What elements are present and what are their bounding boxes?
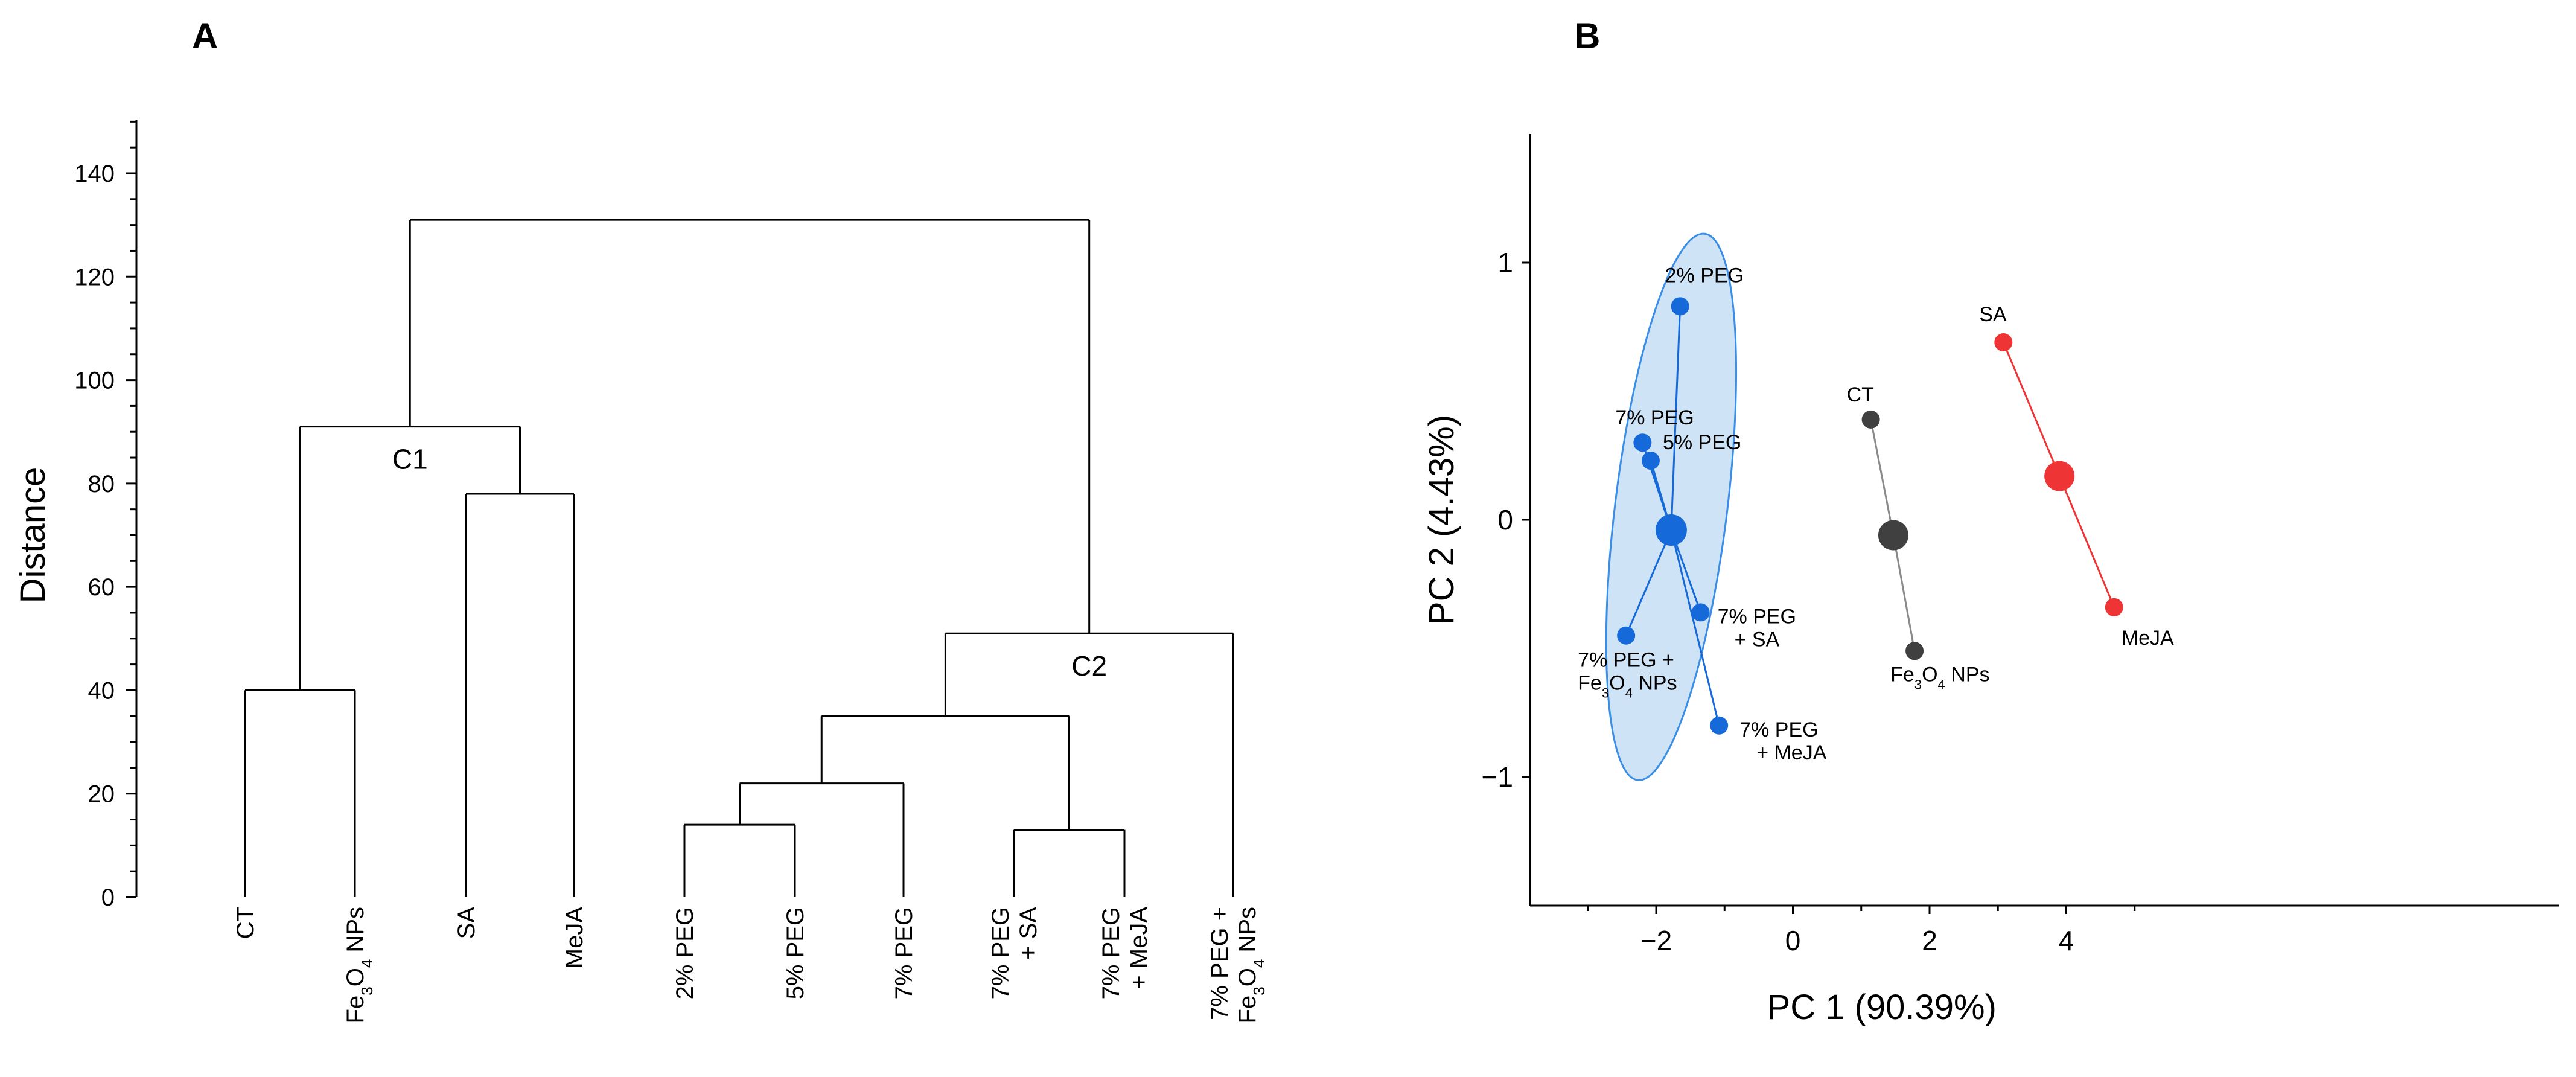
leaf-label: Fe3O4 NPs bbox=[342, 907, 376, 1023]
leaf-label: SA bbox=[453, 907, 480, 939]
point-label: CT bbox=[1847, 383, 1874, 406]
data-point bbox=[1641, 452, 1660, 470]
data-point bbox=[1671, 297, 1689, 316]
y-tick-label: 40 bbox=[88, 677, 115, 704]
y-axis-title: PC 2 (4.43%) bbox=[1422, 415, 1461, 625]
dendrogram-panel: 0 20 40 60 80 100 120 140 Distance C1 C2 CT Fe3O4 NP… bbox=[13, 120, 1268, 1023]
data-point bbox=[1861, 410, 1880, 429]
cluster-label: C1 bbox=[392, 444, 428, 475]
point-label: Fe3O4 NPs bbox=[1890, 663, 1989, 692]
leaf-label: CT bbox=[232, 907, 259, 939]
data-point bbox=[1905, 642, 1924, 660]
data-point bbox=[2105, 598, 2123, 616]
group-centroid bbox=[2044, 461, 2075, 491]
cluster-label: C2 bbox=[1071, 650, 1107, 682]
leaf-label: Fe3O4 NPs bbox=[1234, 907, 1268, 1023]
data-point bbox=[1617, 626, 1636, 645]
panel-a-letter: A bbox=[192, 16, 218, 56]
group-centroid bbox=[1655, 514, 1687, 546]
pca-panel: −2 0 2 4 −1 0 1 PC 1 (90.39%) PC 2 (4.43%) 2% PEG… bbox=[1422, 134, 2559, 1027]
data-point bbox=[1994, 333, 2013, 352]
y-tick-label: 140 bbox=[74, 161, 115, 187]
point-label: 2% PEG bbox=[1665, 264, 1744, 287]
y-axis-title: Distance bbox=[13, 467, 53, 604]
data-point bbox=[1633, 433, 1652, 452]
x-tick-label: 2 bbox=[1922, 925, 1937, 956]
x-tick-label: 0 bbox=[1785, 925, 1801, 956]
point-label: 7% PEG + Fe3O4 NPs bbox=[1578, 649, 1677, 701]
y-tick-label: 80 bbox=[88, 471, 115, 497]
leaf-label: MeJA bbox=[561, 907, 588, 969]
data-point bbox=[1691, 603, 1710, 622]
spider-line bbox=[1892, 535, 1916, 651]
panel-b-letter: B bbox=[1574, 16, 1600, 56]
spider-line bbox=[1870, 419, 1895, 535]
point-label: 5% PEG bbox=[1663, 431, 1741, 454]
x-tick-label: 4 bbox=[2059, 925, 2074, 956]
leaf-label: 7% PEG bbox=[891, 907, 917, 999]
spider-line bbox=[1670, 529, 1720, 726]
leaf-label: 7% PEG bbox=[1098, 907, 1124, 999]
x-tick-label: −2 bbox=[1640, 925, 1672, 956]
group-centroid bbox=[1878, 520, 1908, 551]
leaf-label: + MeJA bbox=[1126, 907, 1152, 989]
spider-line bbox=[1670, 306, 1682, 531]
y-tick-label: 20 bbox=[88, 781, 115, 808]
leaf-label: + SA bbox=[1015, 907, 1042, 960]
y-tick-label: 100 bbox=[74, 368, 115, 394]
point-label: SA bbox=[1979, 303, 2007, 326]
leaf-label: 7% PEG bbox=[987, 907, 1014, 999]
x-axis-title: PC 1 (90.39%) bbox=[1767, 988, 1997, 1027]
spider-line bbox=[2058, 476, 2115, 608]
point-label: 7% PEG + SA bbox=[1718, 605, 1796, 651]
point-label: MeJA bbox=[2122, 627, 2174, 650]
point-label: 7% PEG + MeJA bbox=[1739, 718, 1827, 764]
leaf-label: 5% PEG bbox=[782, 907, 809, 999]
pca-group: CT Fe3O4 NPs bbox=[1847, 383, 1990, 692]
y-tick-label: −1 bbox=[1482, 761, 1513, 793]
y-tick-label: 120 bbox=[74, 264, 115, 290]
spider-line bbox=[2002, 342, 2061, 477]
y-tick-label: 60 bbox=[88, 574, 115, 601]
y-tick-label: 1 bbox=[1497, 247, 1513, 278]
pca-group: SA MeJA bbox=[1979, 303, 2174, 650]
leaf-label: 7% PEG + bbox=[1207, 907, 1233, 1020]
y-tick-label: 0 bbox=[1497, 504, 1513, 535]
spider-line bbox=[1625, 529, 1672, 636]
data-point bbox=[1710, 716, 1729, 735]
point-label: 7% PEG bbox=[1615, 406, 1694, 429]
y-tick-label: 0 bbox=[101, 884, 115, 911]
leaf-label: 2% PEG bbox=[672, 907, 698, 999]
confidence-ellipse bbox=[1605, 232, 1738, 781]
